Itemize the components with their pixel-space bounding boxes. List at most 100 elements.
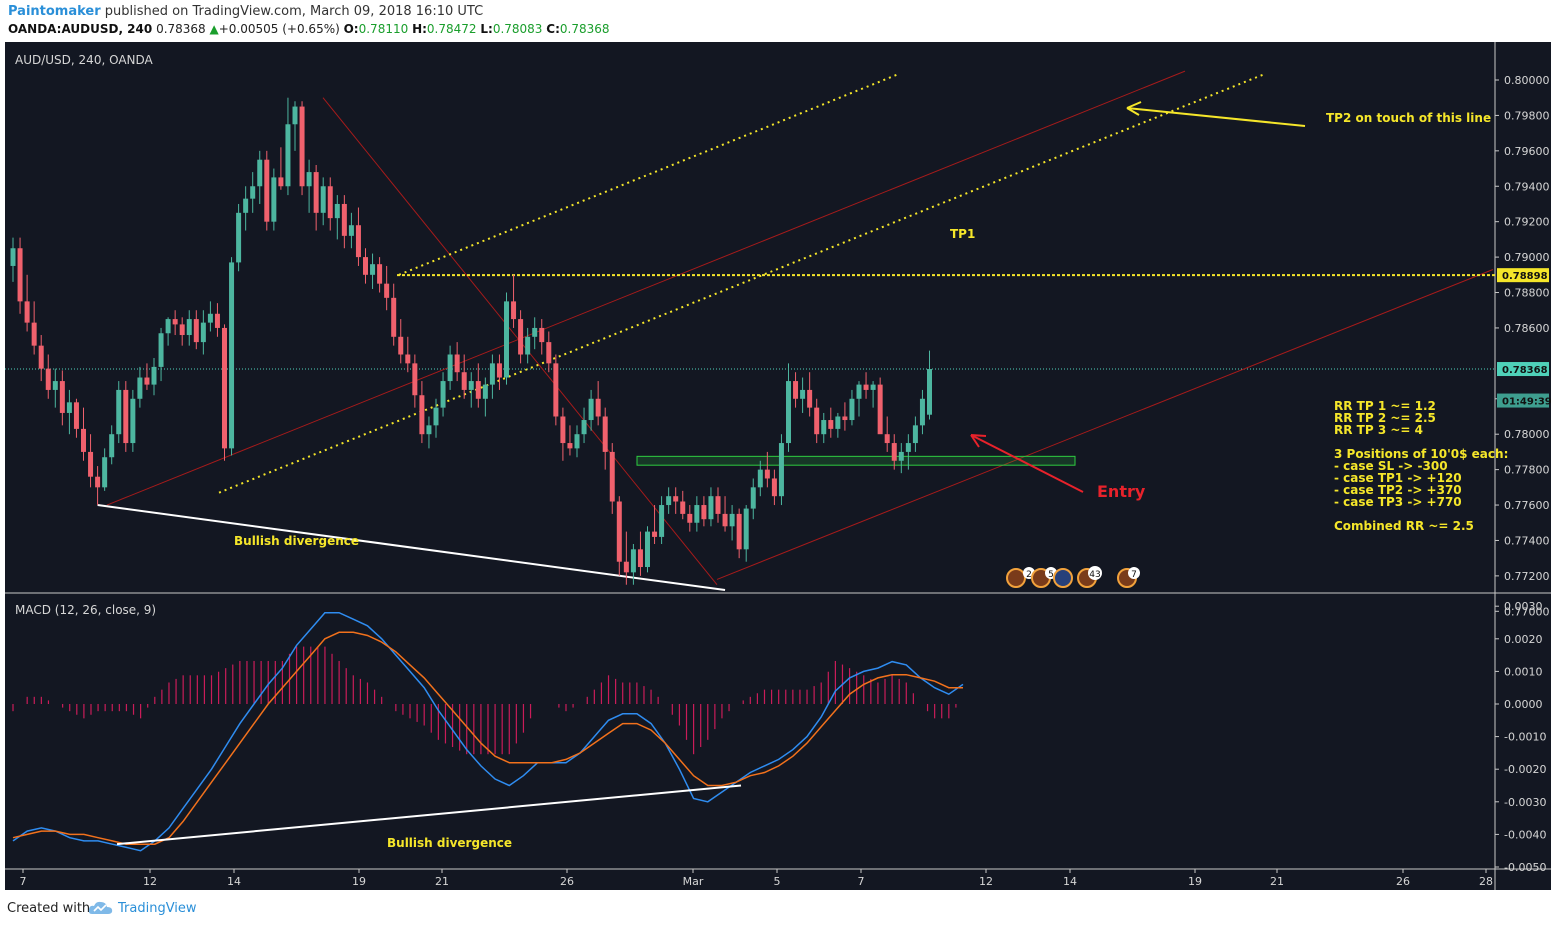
time-tick-label: Mar bbox=[683, 875, 704, 888]
candle-body bbox=[257, 159, 263, 187]
time-tick-label: 7 bbox=[20, 875, 27, 888]
stats-line: - case TP3 -> +770 bbox=[1334, 495, 1462, 509]
event-badge[interactable]: 2 bbox=[1006, 567, 1035, 588]
author-link[interactable]: Paintomaker bbox=[8, 4, 101, 19]
candle-body bbox=[355, 225, 361, 258]
event-badge[interactable]: 43 bbox=[1053, 566, 1102, 588]
candle-body bbox=[88, 451, 94, 477]
macd-tick-label: 0.0020 bbox=[1504, 633, 1543, 646]
candle-body bbox=[31, 322, 37, 346]
candle-body bbox=[652, 531, 658, 537]
candle-body bbox=[595, 398, 601, 417]
candle-body bbox=[292, 106, 298, 125]
high-value: 0.78472 bbox=[426, 22, 477, 36]
created-with-text: Created with bbox=[7, 901, 91, 916]
candle-body bbox=[828, 420, 834, 429]
candle-body bbox=[609, 451, 615, 502]
channel-lower-line bbox=[716, 269, 1494, 580]
candle-body bbox=[306, 172, 312, 187]
footer: Created with TradingView bbox=[0, 890, 1554, 926]
candle-body bbox=[313, 172, 319, 213]
stats-line: Combined RR ~= 2.5 bbox=[1334, 519, 1474, 533]
candle-body bbox=[532, 327, 538, 337]
entry-label: Entry bbox=[1097, 482, 1146, 501]
candle-body bbox=[461, 372, 467, 390]
candle-body bbox=[814, 407, 820, 435]
candle-body bbox=[645, 531, 650, 568]
candle-body bbox=[384, 283, 390, 298]
macd-line bbox=[12, 611, 964, 852]
candle-body bbox=[66, 402, 72, 413]
candle-body bbox=[207, 313, 213, 323]
time-tick-label: 26 bbox=[1396, 875, 1410, 888]
event-count-bubble bbox=[1128, 567, 1140, 579]
au-flag-icon[interactable] bbox=[1053, 568, 1073, 588]
time-tick-label: 21 bbox=[435, 875, 449, 888]
candle-body bbox=[581, 420, 587, 435]
candle-body bbox=[447, 354, 453, 382]
candle-body bbox=[116, 389, 122, 435]
time-tick-label: 28 bbox=[1479, 875, 1493, 888]
candle-body bbox=[391, 297, 397, 337]
time-tick-label: 5 bbox=[774, 875, 781, 888]
macd-tick-label: -0.0050 bbox=[1504, 861, 1546, 874]
candle-body bbox=[574, 434, 580, 449]
main-pane-title: AUD/USD, 240, OANDA bbox=[15, 53, 154, 67]
price-tick-label: 0.78800 bbox=[1504, 287, 1550, 300]
macd-tick-label: -0.0030 bbox=[1504, 796, 1546, 809]
candle-body bbox=[482, 384, 488, 399]
candle-body bbox=[553, 363, 559, 417]
candle-body bbox=[405, 354, 411, 364]
chart-area[interactable]: 0.80000 0.79800 0.79600 0.79400 0.79200 0.790… bbox=[5, 42, 1552, 890]
us-flag-icon[interactable] bbox=[1006, 568, 1026, 588]
tradingview-link[interactable]: TradingView bbox=[118, 901, 197, 916]
candle-body bbox=[511, 301, 517, 320]
candle-body bbox=[95, 476, 101, 488]
up-arrow-icon: ▲ bbox=[209, 22, 219, 36]
price-tick-label: 0.79600 bbox=[1504, 145, 1550, 158]
candle-body bbox=[750, 487, 756, 509]
candle-body bbox=[764, 469, 770, 479]
risk-reward-notes: RR TP 1 ~= 1.2 RR TP 2 ~= 2.5 RR TP 3 ~=… bbox=[1334, 399, 1508, 533]
candle-body bbox=[905, 443, 911, 452]
event-badge[interactable]: 7 bbox=[1117, 567, 1140, 588]
candle-body bbox=[130, 398, 136, 444]
event-count: 43 bbox=[1089, 570, 1100, 580]
event-count: 2 bbox=[1026, 570, 1032, 580]
candle-body bbox=[715, 496, 721, 514]
candle-body bbox=[250, 186, 256, 199]
candle-body bbox=[200, 322, 206, 343]
drawings-layer bbox=[5, 70, 1495, 592]
candle-body bbox=[109, 434, 115, 458]
candle-body bbox=[793, 381, 799, 399]
candle-body bbox=[179, 324, 185, 336]
candle-body bbox=[884, 434, 890, 444]
stats-line: 3 Positions of 10'0$ each: bbox=[1334, 447, 1508, 461]
economic-event-badges[interactable]: 2 5 43 7 bbox=[1006, 566, 1140, 588]
candle-body bbox=[285, 124, 291, 187]
low-value: 0.78083 bbox=[492, 22, 543, 36]
candle-body bbox=[835, 416, 841, 429]
price-tick-label: 0.77800 bbox=[1504, 464, 1550, 477]
candle-body bbox=[863, 384, 869, 390]
stats-line: - case TP1 -> +120 bbox=[1334, 471, 1462, 485]
tp2-arrow-head bbox=[1126, 101, 1142, 116]
candle-body bbox=[45, 368, 51, 390]
candle-body bbox=[193, 319, 199, 343]
chart-svg[interactable]: 0.80000 0.79800 0.79600 0.79400 0.79200 0.790… bbox=[5, 42, 1552, 890]
price-tick-label: 0.79200 bbox=[1504, 216, 1550, 229]
candle-body bbox=[616, 501, 622, 562]
candle-body bbox=[165, 319, 171, 334]
candle-body bbox=[891, 443, 897, 461]
candle-body bbox=[377, 264, 383, 284]
tradingview-cloud-icon[interactable] bbox=[88, 899, 114, 917]
candle-body bbox=[440, 381, 446, 408]
candle-body bbox=[454, 354, 460, 373]
event-badge[interactable]: 5 bbox=[1031, 567, 1057, 588]
time-tick-label: 19 bbox=[1188, 875, 1202, 888]
time-tick-label: 21 bbox=[1270, 875, 1284, 888]
price-tick-label: 0.78000 bbox=[1504, 428, 1550, 441]
candle-body bbox=[327, 186, 333, 219]
low-label: L: bbox=[480, 22, 493, 36]
candle-body bbox=[588, 398, 594, 421]
